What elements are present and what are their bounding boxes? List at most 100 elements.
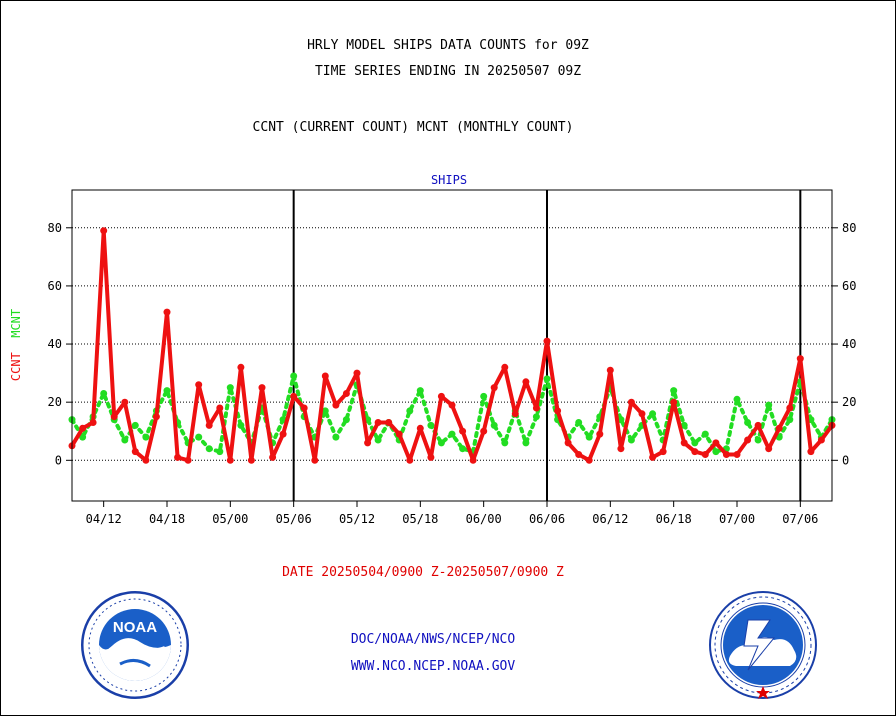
data-point-ccnt	[585, 456, 593, 464]
data-point-ccnt	[332, 401, 340, 409]
website-link[interactable]: WWW.NCO.NCEP.NOAA.GOV	[350, 659, 516, 674]
data-point-mcnt	[712, 448, 720, 456]
data-point-mcnt	[131, 421, 139, 429]
chart-title-line3: CCNT (CURRENT COUNT) MCNT (MONTHLY COUNT…	[252, 120, 574, 135]
x-tick-label: 07/00	[719, 512, 755, 526]
data-point-mcnt	[437, 439, 445, 447]
data-point-mcnt	[321, 407, 329, 415]
data-point-ccnt	[89, 419, 97, 426]
axes: 0 0 20 20 40 40 60 60 80 80 04/12 04/18 05/00 05/06 05…	[48, 189, 856, 526]
data-point-ccnt	[807, 448, 815, 456]
data-point-ccnt	[100, 227, 108, 235]
y-tick-label-left: 80	[48, 221, 62, 235]
x-tick-label: 06/12	[592, 512, 628, 526]
x-tick-label: 05/00	[212, 512, 248, 526]
data-point-ccnt	[79, 424, 87, 432]
data-point-ccnt	[490, 384, 498, 392]
data-point-mcnt	[575, 419, 583, 426]
data-point-ccnt	[279, 430, 287, 438]
y-tick-label-right: 0	[842, 453, 849, 467]
chart-title-line2: TIME SERIES ENDING IN 20250507 09Z	[314, 64, 582, 79]
chart-title-line1: HRLY MODEL SHIPS DATA COUNTS for 09Z	[307, 38, 589, 53]
series-line-ccnt	[70, 228, 834, 463]
data-point-mcnt	[374, 436, 382, 444]
data-point-mcnt	[121, 436, 129, 444]
data-point-ccnt	[374, 419, 382, 426]
data-point-ccnt	[205, 421, 213, 429]
data-point-ccnt	[311, 456, 319, 464]
x-tick-label: 04/12	[86, 512, 122, 526]
data-point-ccnt	[258, 384, 266, 392]
data-point-mcnt	[522, 439, 530, 447]
data-point-mcnt	[332, 433, 340, 441]
data-point-mcnt	[79, 433, 87, 441]
y-tick-label-right: 40	[842, 337, 856, 351]
data-point-ccnt	[659, 448, 667, 456]
data-point-mcnt	[163, 387, 171, 395]
data-point-ccnt	[342, 390, 350, 397]
data-point-ccnt	[543, 337, 551, 345]
x-tick-label: 04/18	[149, 512, 185, 526]
data-point-mcnt	[765, 401, 773, 409]
data-point-ccnt	[353, 369, 361, 377]
data-point-ccnt	[606, 366, 614, 374]
data-point-ccnt	[216, 404, 224, 412]
data-point-mcnt	[744, 419, 752, 426]
data-point-ccnt	[691, 448, 699, 456]
x-tick-label: 06/00	[466, 512, 502, 526]
data-point-mcnt	[406, 407, 414, 415]
data-point-mcnt	[701, 430, 709, 438]
data-point-ccnt	[321, 372, 329, 380]
data-point-ccnt	[575, 451, 583, 458]
data-point-ccnt	[627, 398, 635, 406]
data-point-ccnt	[701, 451, 709, 458]
noaa-logo-text: NOAA	[113, 619, 157, 636]
data-point-mcnt	[754, 436, 762, 444]
y-tick-label-left: 40	[48, 337, 62, 351]
data-point-ccnt	[596, 430, 604, 438]
data-point-ccnt	[237, 363, 245, 371]
data-point-ccnt	[142, 456, 150, 464]
data-point-ccnt	[437, 392, 445, 400]
data-point-mcnt	[216, 448, 224, 456]
data-point-mcnt	[448, 430, 456, 438]
series-group	[68, 227, 836, 464]
data-point-mcnt	[480, 392, 488, 400]
data-point-ccnt	[522, 378, 530, 386]
data-point-mcnt	[142, 433, 150, 441]
data-point-mcnt	[627, 436, 635, 444]
data-point-mcnt	[290, 372, 298, 380]
y-tick-label-right: 80	[842, 221, 856, 235]
data-point-ccnt	[290, 392, 298, 400]
data-point-mcnt	[416, 387, 424, 395]
x-tick-label: 06/06	[529, 512, 565, 526]
data-point-ccnt	[385, 419, 393, 426]
data-point-ccnt	[765, 445, 773, 453]
data-point-ccnt	[501, 363, 509, 371]
date-range: DATE 20250504/0900 Z-20250507/0900 Z	[282, 565, 564, 580]
data-point-ccnt	[532, 404, 540, 412]
data-point-mcnt	[226, 384, 234, 392]
data-point-ccnt	[131, 448, 139, 456]
y-tick-label-right: 20	[842, 395, 856, 409]
data-point-mcnt	[691, 439, 699, 447]
data-point-ccnt	[174, 453, 182, 461]
data-point-ccnt	[617, 445, 625, 453]
data-point-mcnt	[585, 433, 593, 441]
y-tick-label-left: 60	[48, 279, 62, 293]
org-link[interactable]: DOC/NOAA/NWS/NCEP/NCO	[350, 632, 516, 647]
data-point-ccnt	[469, 456, 477, 464]
data-point-mcnt	[786, 416, 794, 424]
data-point-ccnt	[163, 308, 171, 316]
data-point-mcnt	[649, 410, 657, 418]
data-point-ccnt	[300, 404, 308, 412]
data-point-ccnt	[712, 439, 720, 447]
data-point-ccnt	[754, 421, 762, 429]
data-point-mcnt	[543, 375, 551, 383]
data-point-ccnt	[364, 439, 372, 447]
x-tick-label: 06/18	[656, 512, 692, 526]
x-tick-label: 05/18	[402, 512, 438, 526]
data-point-ccnt	[269, 453, 277, 461]
data-point-ccnt	[564, 439, 572, 447]
data-point-ccnt	[775, 424, 783, 432]
